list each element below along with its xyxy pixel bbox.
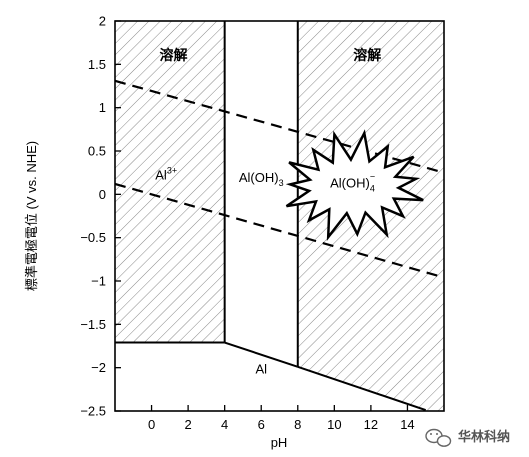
phase-boundaries	[115, 21, 427, 411]
region-label-1: 溶解	[353, 47, 381, 63]
region-label-2: Al3+	[155, 166, 177, 183]
y-tick-label: 2	[99, 14, 106, 29]
x-tick-label: 12	[364, 417, 378, 432]
watermark-text: 华林科纳	[458, 429, 510, 444]
watermark: 华林科纳	[425, 428, 510, 447]
region-label-0: 溶解	[159, 47, 187, 63]
y-tick-label: 1	[99, 100, 106, 115]
y-tick-label: −2.5	[80, 404, 106, 419]
x-tick-label: 8	[294, 417, 301, 432]
water-line-0	[115, 79, 444, 174]
wechat-icon	[425, 428, 452, 447]
region-label-3: Al(OH)3	[239, 170, 284, 188]
region-label-5: Al	[255, 362, 267, 377]
dissolution-hatch-layer	[115, 21, 444, 411]
y-tick-label: −1.5	[80, 317, 106, 332]
region-labels: 溶解 溶解 Al3+ Al(OH)3 Al(OH)4− Al	[155, 47, 381, 377]
x-tick-label: 6	[258, 417, 265, 432]
y-tick-label: 0.5	[88, 144, 106, 159]
phase-boundary-3	[224, 341, 299, 368]
x-axis-title: pH	[271, 435, 288, 450]
x-tick-label: 0	[148, 417, 155, 432]
region-label-4: Al(OH)4−	[330, 171, 375, 193]
y-tick-label: 1.5	[88, 57, 106, 72]
phase-boundary-4	[297, 365, 427, 411]
x-tick-label: 4	[221, 417, 228, 432]
x-tick-label: 14	[400, 417, 414, 432]
y-tick-label: −1	[91, 274, 106, 289]
y-tick-label: −0.5	[80, 230, 106, 245]
y-axis-title: 標準電極電位 (V vs. NHE)	[24, 141, 39, 291]
axis-ticks: 0 2 4 6 8 10 12 14 2 1.5 1 0.5 0 −0.5 −1 −1.5 −2 −2.5	[80, 14, 414, 433]
x-tick-label: 2	[184, 417, 191, 432]
y-tick-label: −2	[91, 360, 106, 375]
al-oh4-starburst	[285, 129, 424, 241]
dissolution-region-0	[115, 21, 225, 343]
water-stability-lines	[115, 79, 444, 279]
water-line-1	[115, 182, 444, 279]
x-tick-label: 10	[327, 417, 341, 432]
plot-frame	[114, 20, 445, 412]
y-tick-label: 0	[99, 187, 106, 202]
